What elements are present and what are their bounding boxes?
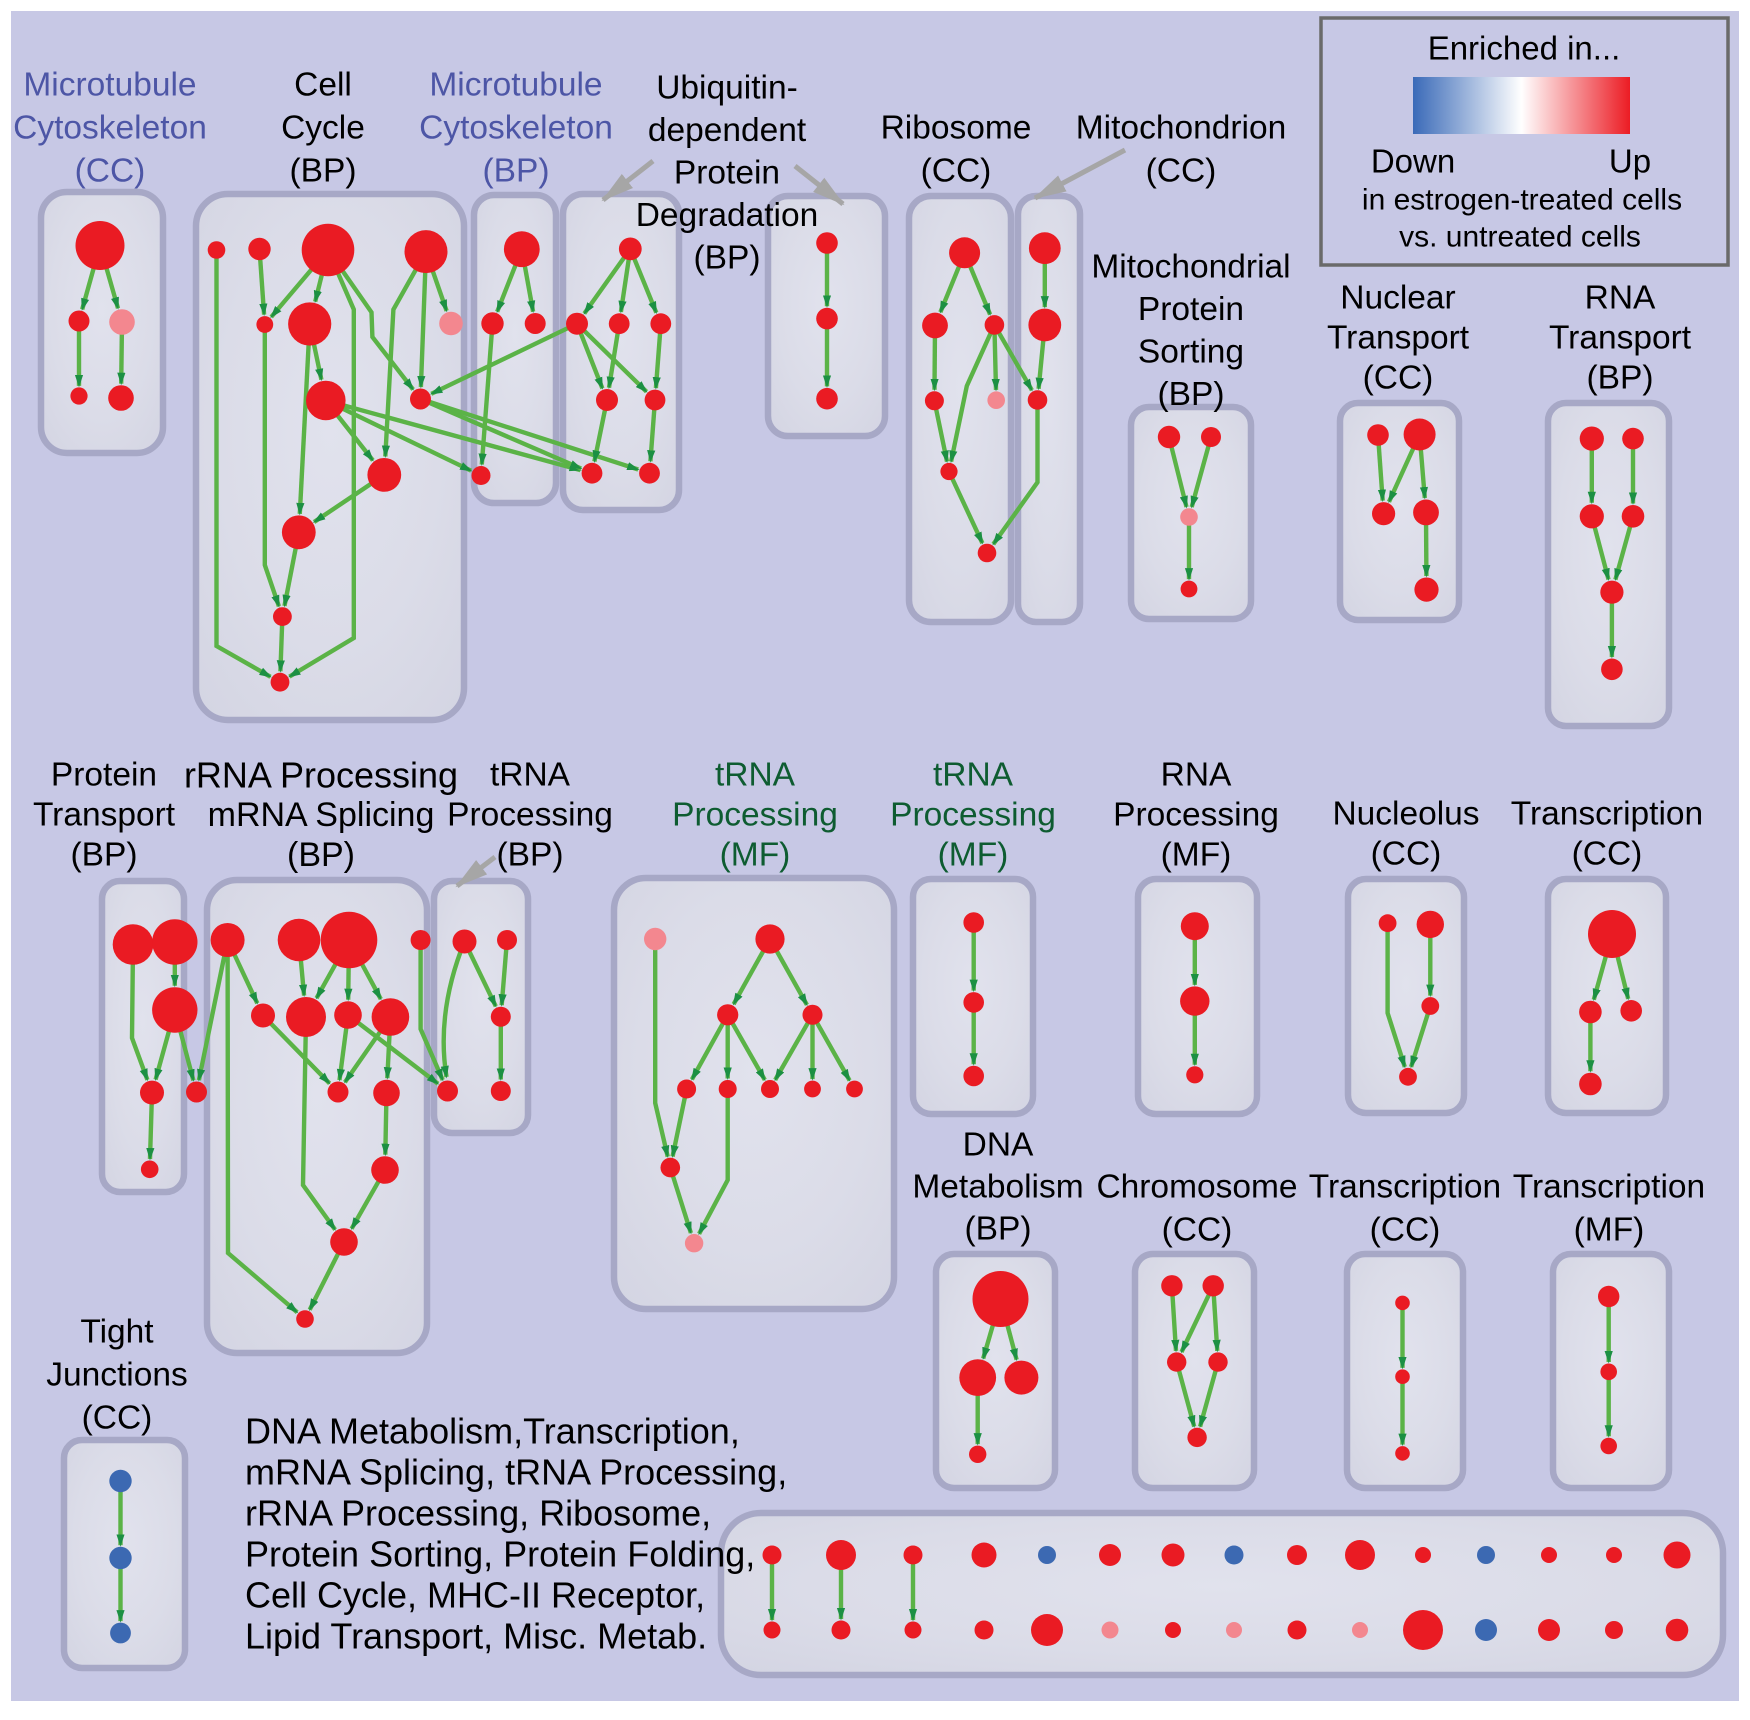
svg-text:Enriched in...: Enriched in... (1428, 30, 1621, 67)
svg-text:Ribosome: Ribosome (881, 110, 1032, 147)
svg-text:(BP): (BP) (71, 837, 138, 874)
svg-text:(BP): (BP) (497, 837, 564, 874)
svg-text:Transcription: Transcription (1511, 796, 1703, 833)
svg-text:(CC): (CC) (1371, 836, 1442, 873)
svg-text:Junctions: Junctions (46, 1357, 188, 1394)
svg-text:Processing: Processing (1113, 797, 1279, 834)
svg-text:(MF): (MF) (1161, 837, 1232, 874)
svg-text:Transport: Transport (33, 797, 176, 834)
svg-text:Transcription: Transcription (1513, 1169, 1705, 1206)
svg-text:rRNA Processing: rRNA Processing (184, 755, 458, 796)
svg-text:Mitochondrial: Mitochondrial (1091, 249, 1290, 286)
svg-text:Cycle: Cycle (281, 110, 365, 147)
svg-text:(BP): (BP) (287, 836, 355, 874)
svg-text:Metabolism: Metabolism (912, 1169, 1083, 1206)
svg-text:in estrogen-treated cells: in estrogen-treated cells (1362, 184, 1682, 217)
svg-text:(CC): (CC) (1572, 836, 1643, 873)
svg-text:Up: Up (1609, 143, 1651, 180)
svg-text:Nucleolus: Nucleolus (1332, 796, 1479, 833)
svg-text:RNA: RNA (1585, 280, 1656, 317)
svg-text:Down: Down (1371, 143, 1455, 180)
svg-text:Protein: Protein (51, 757, 157, 794)
svg-text:Ubiquitin-: Ubiquitin- (656, 70, 798, 107)
svg-text:Cell: Cell (294, 67, 352, 104)
svg-text:DNA: DNA (963, 1127, 1034, 1164)
svg-text:(CC): (CC) (921, 153, 992, 190)
svg-text:Transcription: Transcription (1309, 1169, 1501, 1206)
svg-text:(MF): (MF) (938, 837, 1009, 874)
svg-text:(CC): (CC) (82, 1400, 153, 1437)
svg-text:(BP): (BP) (694, 240, 761, 277)
svg-text:(BP): (BP) (965, 1211, 1032, 1248)
svg-text:tRNA: tRNA (490, 757, 571, 794)
svg-text:Protein: Protein (674, 155, 780, 192)
svg-text:(MF): (MF) (720, 837, 791, 874)
svg-text:Protein: Protein (1138, 291, 1244, 328)
svg-text:(CC): (CC) (1146, 153, 1217, 190)
svg-text:Microtubule: Microtubule (429, 67, 602, 104)
svg-text:Processing: Processing (890, 797, 1056, 834)
svg-text:Processing: Processing (672, 797, 838, 834)
svg-text:Lipid Transport, Misc. Metab.: Lipid Transport, Misc. Metab. (245, 1616, 707, 1657)
svg-text:dependent: dependent (648, 112, 807, 149)
svg-text:Cell Cycle, MHC-II Receptor,: Cell Cycle, MHC-II Receptor, (245, 1575, 705, 1616)
svg-text:Chromosome: Chromosome (1096, 1169, 1297, 1206)
svg-text:mRNA Splicing: mRNA Splicing (208, 796, 435, 834)
svg-text:Tight: Tight (80, 1314, 154, 1351)
svg-text:Degradation: Degradation (636, 197, 819, 234)
svg-text:Sorting: Sorting (1138, 334, 1244, 371)
svg-text:DNA Metabolism,Transcription,: DNA Metabolism,Transcription, (245, 1411, 740, 1452)
svg-text:Cytoskeleton: Cytoskeleton (419, 110, 613, 147)
svg-text:Microtubule: Microtubule (23, 67, 196, 104)
svg-text:(CC): (CC) (1370, 1212, 1441, 1249)
svg-text:Nuclear: Nuclear (1340, 280, 1455, 317)
svg-text:(CC): (CC) (1162, 1212, 1233, 1249)
svg-text:(BP): (BP) (1587, 360, 1654, 397)
svg-text:Protein Sorting, Protein Foldi: Protein Sorting, Protein Folding, (245, 1534, 755, 1575)
svg-text:(BP): (BP) (483, 153, 550, 190)
svg-text:tRNA: tRNA (933, 757, 1014, 794)
svg-text:(CC): (CC) (1363, 360, 1434, 397)
svg-text:Processing: Processing (447, 797, 613, 834)
svg-text:(BP): (BP) (1158, 376, 1225, 413)
svg-text:vs. untreated cells: vs. untreated cells (1399, 221, 1641, 254)
svg-text:Mitochondrion: Mitochondrion (1076, 110, 1286, 147)
svg-text:Cytoskeleton: Cytoskeleton (13, 110, 207, 147)
svg-text:tRNA: tRNA (715, 757, 796, 794)
svg-text:Transport: Transport (1549, 320, 1692, 357)
svg-text:(BP): (BP) (290, 153, 357, 190)
svg-text:(CC): (CC) (75, 153, 146, 190)
svg-text:(MF): (MF) (1574, 1212, 1645, 1249)
svg-text:rRNA Processing, Ribosome,: rRNA Processing, Ribosome, (245, 1493, 711, 1534)
svg-text:Transport: Transport (1327, 320, 1470, 357)
svg-text:RNA: RNA (1161, 757, 1232, 794)
svg-text:mRNA Splicing, tRNA Processing: mRNA Splicing, tRNA Processing, (245, 1452, 787, 1493)
